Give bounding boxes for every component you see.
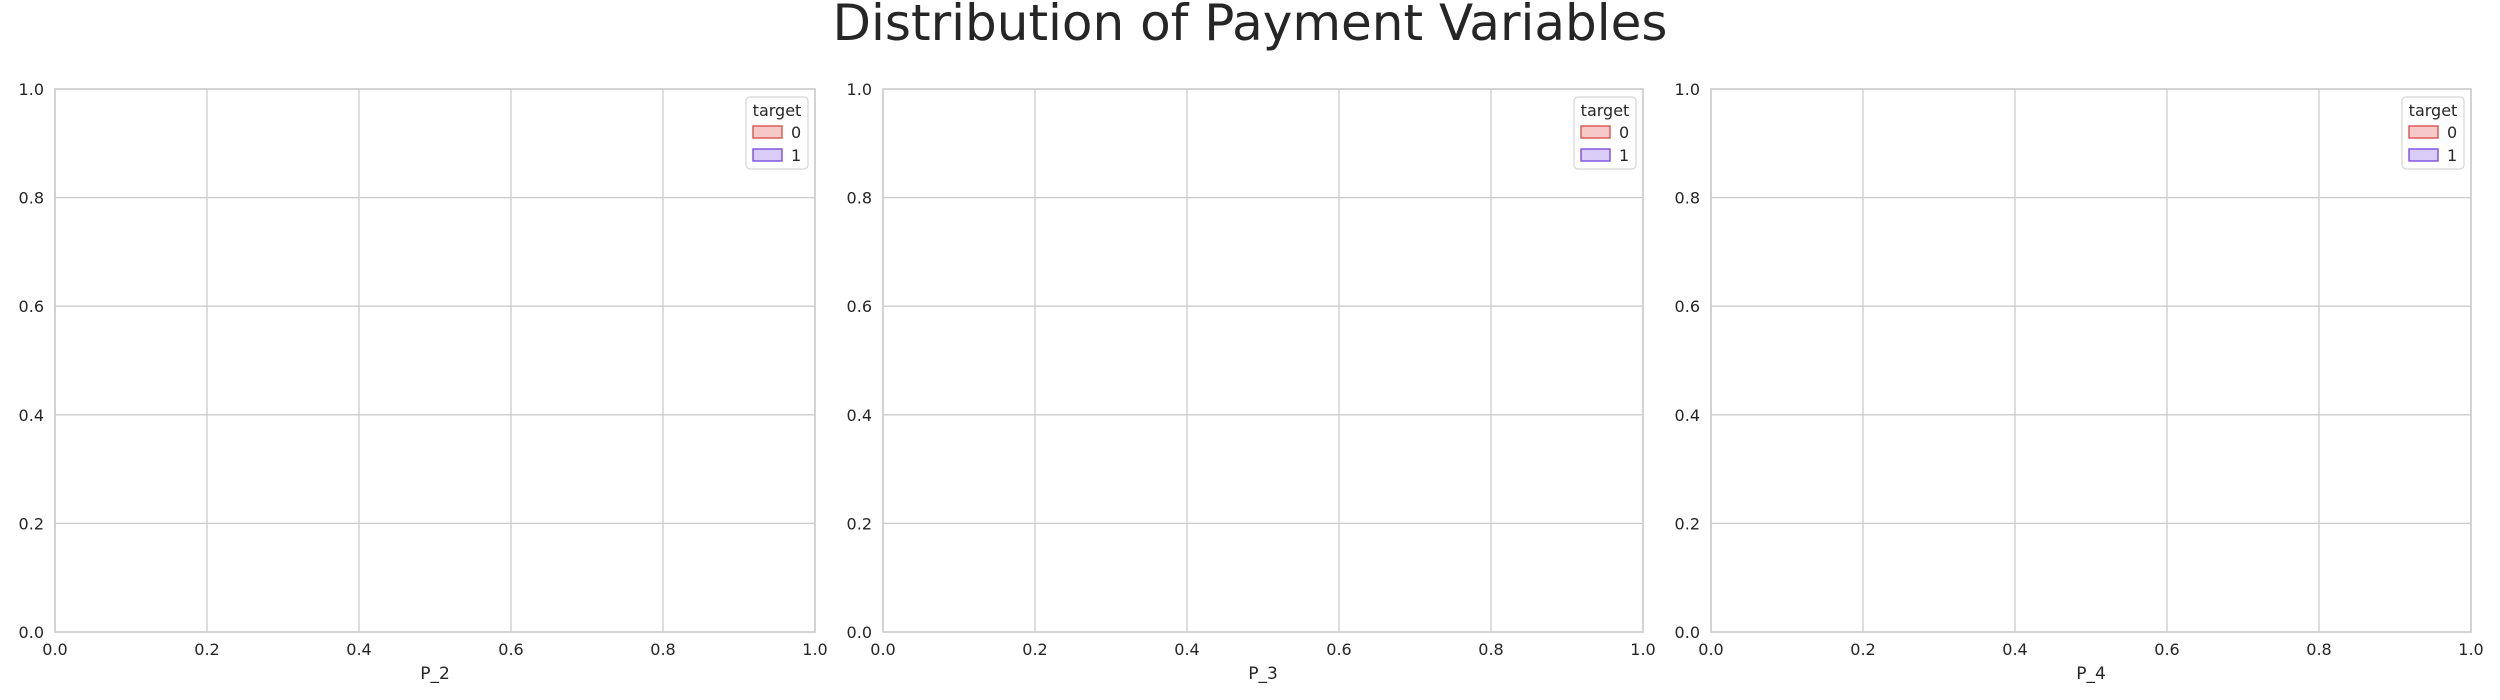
legend-label-0: 0 (1619, 123, 1629, 142)
y-tick-label: 0.4 (1675, 406, 1700, 425)
legend-swatch-0 (1580, 125, 1611, 139)
x-axis-label-1: P_2 (420, 664, 450, 684)
x-tick-label: 0.8 (650, 640, 675, 659)
x-tick-label: 1.0 (2458, 640, 2483, 659)
y-tick-label: 0.2 (847, 514, 872, 533)
y-tick-label: 0.6 (847, 297, 872, 316)
x-tick-label: 0.0 (870, 640, 895, 659)
legend-swatch-0 (2408, 125, 2439, 139)
y-tick-label: 0.8 (847, 189, 872, 208)
legend-swatch-1 (1580, 148, 1611, 162)
y-tick-label: 0.0 (19, 623, 44, 642)
y-tick-label: 0.0 (847, 623, 872, 642)
plot-area-2 (883, 89, 1643, 632)
x-tick-label: 0.4 (346, 640, 371, 659)
x-tick-label: 1.0 (1630, 640, 1655, 659)
y-tick-label: 0.4 (847, 406, 872, 425)
y-tick-label: 0.6 (19, 297, 44, 316)
y-tick-label: 0.8 (1675, 189, 1700, 208)
y-tick-label: 1.0 (847, 80, 872, 99)
figure-title: Distribution of Payment Variables (832, 0, 1668, 52)
x-tick-label: 0.6 (498, 640, 523, 659)
y-tick-label: 0.2 (1675, 514, 1700, 533)
plot-frame-1 (54, 88, 816, 633)
x-tick-label: 0.8 (1478, 640, 1503, 659)
plot-area-3 (1711, 89, 2471, 632)
x-axis-label-2: P_3 (1248, 664, 1278, 684)
legend-title: target (1581, 101, 1630, 120)
y-tick-label: 0.6 (1675, 297, 1700, 316)
y-tick-label: 0.0 (1675, 623, 1700, 642)
legend-swatch-1 (752, 148, 783, 162)
x-tick-label: 1.0 (802, 640, 827, 659)
legend-title: target (753, 101, 802, 120)
x-tick-label: 0.6 (1326, 640, 1351, 659)
x-tick-label: 0.0 (1698, 640, 1723, 659)
x-tick-label: 0.4 (2002, 640, 2027, 659)
plot-frame-3 (1710, 88, 2472, 633)
x-tick-label: 0.0 (42, 640, 67, 659)
x-tick-label: 0.2 (1850, 640, 1875, 659)
legend-label-1: 1 (2447, 146, 2457, 165)
plot-area-1 (55, 89, 815, 632)
legend-title: target (2409, 101, 2458, 120)
x-tick-label: 0.2 (194, 640, 219, 659)
y-tick-label: 0.4 (19, 406, 44, 425)
x-tick-label: 0.8 (2306, 640, 2331, 659)
x-axis-label-3: P_4 (2076, 664, 2106, 684)
y-tick-label: 0.2 (19, 514, 44, 533)
x-tick-label: 0.6 (2154, 640, 2179, 659)
x-tick-label: 0.2 (1022, 640, 1047, 659)
y-tick-label: 0.8 (19, 189, 44, 208)
plot-frame-2 (882, 88, 1644, 633)
legend-label-0: 0 (791, 123, 801, 142)
y-tick-label: 1.0 (19, 80, 44, 99)
legend-swatch-0 (752, 125, 783, 139)
legend-label-1: 1 (1619, 146, 1629, 165)
y-tick-label: 1.0 (1675, 80, 1700, 99)
x-tick-label: 0.4 (1174, 640, 1199, 659)
legend-label-1: 1 (791, 146, 801, 165)
legend-swatch-1 (2408, 148, 2439, 162)
legend-label-0: 0 (2447, 123, 2457, 142)
